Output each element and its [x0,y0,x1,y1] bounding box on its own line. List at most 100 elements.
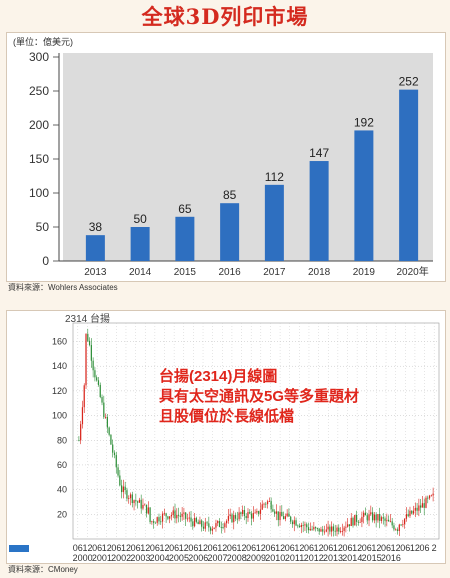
x-tick-label: 06 [227,543,237,553]
x-year-label: 2008 [227,553,247,563]
x-tick-label: 06 [188,543,198,553]
x-tick-label: 06 [323,543,333,553]
bar [220,203,240,261]
candle-body [78,440,80,442]
candle-body [145,504,148,514]
candle-body [421,503,424,508]
candle-body [414,507,416,511]
candle-body [176,514,178,519]
candle-body [327,526,329,530]
candle-body [120,485,123,493]
bar-chart: (單位：億美元) 300 250 200 150 100 50 0 38 2013 50 2014 65… [13,36,433,278]
candle-body [106,416,108,428]
candle-body [193,517,196,527]
candle-body [375,514,377,521]
bar-value-label: 112 [265,170,284,184]
candle-body [311,528,313,530]
bar-value-label: 50 [133,212,147,226]
candle-body [325,529,327,532]
x-tick-label: 12 [217,543,227,553]
candle-body [331,526,333,532]
candle-body [379,514,381,521]
candle-body [341,530,343,532]
candle-body [368,514,370,521]
candle-body [115,455,117,468]
bar-chart-source: 資料來源：Wohlers Associates [8,283,118,292]
candle-body [135,500,137,502]
candle-body [347,524,349,527]
y-tick-label: 160 [52,337,67,347]
candle-body [163,513,165,515]
candle-body [245,515,247,519]
x-year-label: 2005 [169,553,189,563]
x-tick-label: 06 [92,543,102,553]
candle-body [377,514,379,521]
candle-body [142,504,144,509]
candle-body [119,475,121,486]
candle-body [99,384,101,398]
candle-body [154,522,157,524]
candle-body [133,500,135,504]
candle-body [323,531,326,533]
candle-body [199,520,201,525]
candle-body [149,507,151,523]
candle-body [272,509,274,512]
candle-body [315,527,317,529]
candle-body [259,509,262,514]
x-tick-label: 06 [285,543,295,553]
candle-body [363,512,365,517]
x-tick-label: 2018 [308,267,331,278]
x-tick-label: 12 [333,543,343,553]
plot-frame [72,322,440,540]
candle-body [274,511,276,514]
candle-body [416,507,418,511]
candle-body [195,517,197,522]
y-tick-label: 40 [57,485,67,495]
candle-body [286,513,288,517]
candle-body [238,512,240,520]
bar-chart-panel: (單位：億美元) 300 250 200 150 100 50 0 38 2013 50 2014 65… [6,32,446,282]
candle-body [430,495,432,497]
candle-body [190,517,192,522]
candle-body [213,527,215,529]
x-tick-label: 2017 [263,267,286,278]
candle-body [201,520,203,527]
candle-body [233,515,235,523]
candle-body [96,377,98,381]
candle-body [332,526,335,531]
candle-body [254,512,256,514]
candle-body [236,518,238,520]
x-year-label: 2011 [285,553,304,563]
x-tick-label: 12 [237,543,247,553]
x-tick-label: 12 [352,543,362,553]
candle-body [402,524,404,526]
candle-body [249,512,251,514]
candle-body [112,444,114,453]
candle-body [295,520,297,526]
candle-body [336,527,338,532]
candle-body [174,510,176,519]
candle-body [316,528,319,529]
candle-body [320,529,322,532]
candle-body [167,516,169,519]
candle-body [270,501,272,510]
y-tick-label: 50 [36,220,50,234]
x-tick-label: 2020年 [397,265,429,278]
candle-body [407,514,409,517]
candle-body [412,510,415,514]
bar [85,235,105,261]
x-year-label: 2003 [130,553,150,563]
candle-body [343,527,345,531]
candle-body [300,525,303,528]
candle-body [281,511,283,517]
candle-body [355,514,358,522]
candle-body [92,360,94,371]
x-tick-label: 12 [294,543,304,553]
bar-value-label: 192 [354,115,374,129]
candle-body [307,527,310,531]
x-tick-label: 12 [121,543,131,553]
candle-body [386,519,388,521]
candle-body [126,490,128,499]
x-tick-label: 2019 [353,267,376,278]
